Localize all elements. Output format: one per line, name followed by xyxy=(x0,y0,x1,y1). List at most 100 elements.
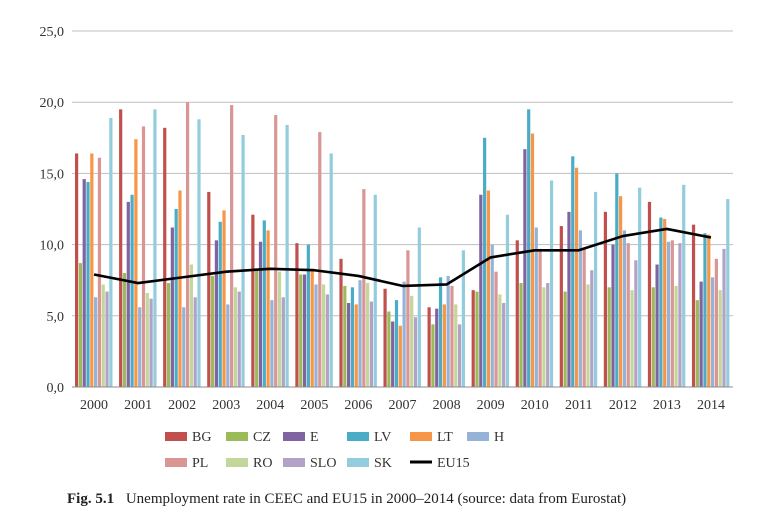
bar-slo-2010 xyxy=(546,283,550,387)
bar-slo-2004 xyxy=(281,297,285,387)
x-tick-label: 2003 xyxy=(212,398,240,413)
bar-bg-2014 xyxy=(691,224,696,387)
bar-h-2004 xyxy=(270,300,274,387)
bar-cz-2001 xyxy=(122,273,127,387)
x-tick-label: 2007 xyxy=(389,398,417,413)
bar-h-2000 xyxy=(94,297,98,387)
legend-swatch-h xyxy=(467,432,489,441)
x-tick-label: 2012 xyxy=(609,398,637,413)
chart: 0,0 5,0 10,0 15,0 20,0 25,0 2000 2001 2002 2003 20… xyxy=(40,25,733,471)
bar-bg-2009 xyxy=(471,290,475,387)
bar-h-2001 xyxy=(138,307,142,387)
bar-lt-2000 xyxy=(90,153,94,387)
bar-sk-2009 xyxy=(505,214,510,387)
legend-swatch-slo xyxy=(283,458,305,467)
bar-pl-2007 xyxy=(406,250,410,387)
bar-h-2008 xyxy=(446,275,450,387)
bar-lt-2004 xyxy=(266,230,270,387)
bar-lv-2000 xyxy=(86,181,90,387)
bar-bg-2003 xyxy=(207,191,211,387)
legend-label-cz: CZ xyxy=(253,430,271,445)
bar-bg-2004 xyxy=(251,214,255,387)
x-tick-label: 2001 xyxy=(124,398,152,413)
legend-label-h: H xyxy=(494,430,504,445)
legend-label-lv: LV xyxy=(374,430,391,445)
bar-lv-2003 xyxy=(218,221,222,387)
x-tick-label: 2014 xyxy=(697,398,725,413)
bar-h-2013 xyxy=(666,241,671,387)
x-tick-label: 2011 xyxy=(565,398,592,413)
bar-lv-2002 xyxy=(174,209,178,387)
bar-sk-2008 xyxy=(461,250,465,387)
bar-h-2011 xyxy=(578,230,582,387)
bar-lv-2012 xyxy=(615,173,619,387)
bar-e-2008 xyxy=(435,308,439,387)
bar-lv-2001 xyxy=(130,194,134,387)
legend-swatch-lt xyxy=(410,432,432,441)
bar-ro-2007 xyxy=(410,295,414,387)
bar-lt-2002 xyxy=(178,190,182,387)
bar-pl-2002 xyxy=(185,102,190,387)
bar-lv-2010 xyxy=(527,109,531,387)
bar-sk-2011 xyxy=(593,191,598,387)
bar-sk-2003 xyxy=(241,134,245,387)
bar-cz-2011 xyxy=(563,291,567,387)
bar-bg-2006 xyxy=(339,258,343,387)
bar-pl-2001 xyxy=(141,126,146,388)
legend-swatch-sk xyxy=(347,458,369,467)
bar-lv-2014 xyxy=(703,233,707,387)
bar-bg-2001 xyxy=(119,109,123,387)
bars xyxy=(75,102,730,388)
bar-slo-2014 xyxy=(722,248,726,387)
bar-pl-2006 xyxy=(362,189,366,387)
bar-h-2002 xyxy=(182,307,186,387)
bar-pl-2004 xyxy=(274,115,278,388)
bar-ro-2012 xyxy=(630,290,634,387)
bar-e-2014 xyxy=(699,281,703,387)
figure-caption: Fig. 5.1 Unemployment rate in CEEC and E… xyxy=(67,491,626,508)
bar-e-2006 xyxy=(347,302,351,387)
bar-lv-2013 xyxy=(659,217,663,387)
bar-cz-2002 xyxy=(166,283,171,387)
bar-sk-2000 xyxy=(109,117,113,387)
bar-cz-2014 xyxy=(695,300,699,387)
figure-label: Fig. 5.1 xyxy=(67,491,115,507)
bar-cz-2004 xyxy=(255,268,259,387)
bar-slo-2003 xyxy=(237,291,241,387)
bar-lt-2006 xyxy=(354,304,358,387)
bar-lv-2008 xyxy=(438,277,443,387)
bar-h-2009 xyxy=(490,244,494,387)
x-tick-label: 2008 xyxy=(433,398,461,413)
bar-h-2010 xyxy=(534,227,538,387)
x-tick-label: 2004 xyxy=(256,398,284,413)
bar-e-2004 xyxy=(258,241,263,387)
bar-ro-2003 xyxy=(233,287,238,387)
bar-h-2012 xyxy=(622,230,627,387)
bar-pl-2005 xyxy=(318,132,322,387)
legend-label-ro: RO xyxy=(253,456,272,471)
eu15-line xyxy=(93,227,712,288)
bar-sk-2014 xyxy=(726,199,730,387)
bar-e-2002 xyxy=(170,227,174,387)
bar-cz-2008 xyxy=(431,324,435,387)
bar-slo-2002 xyxy=(193,297,197,387)
bar-e-2011 xyxy=(567,211,571,387)
bar-lt-2001 xyxy=(134,139,138,387)
bar-lt-2011 xyxy=(574,167,579,387)
bar-slo-2005 xyxy=(325,294,329,387)
bar-lv-2007 xyxy=(394,300,399,387)
bar-slo-2008 xyxy=(457,324,462,387)
bar-lt-2008 xyxy=(442,304,446,387)
bar-slo-2006 xyxy=(369,301,374,387)
legend-label-e: E xyxy=(310,430,319,445)
bar-lt-2014 xyxy=(707,234,711,387)
legend-label-bg: BG xyxy=(192,430,211,445)
bar-cz-2009 xyxy=(475,291,479,387)
bar-slo-2009 xyxy=(502,302,506,387)
legend-swatch-lv xyxy=(347,432,369,441)
bar-slo-2001 xyxy=(149,298,153,387)
bar-lt-2003 xyxy=(222,210,226,387)
legend: BG CZ E LV LT H PL RO SLO SK EU15 xyxy=(165,430,504,471)
bar-lt-2010 xyxy=(530,133,535,387)
bar-ro-2013 xyxy=(674,285,678,387)
